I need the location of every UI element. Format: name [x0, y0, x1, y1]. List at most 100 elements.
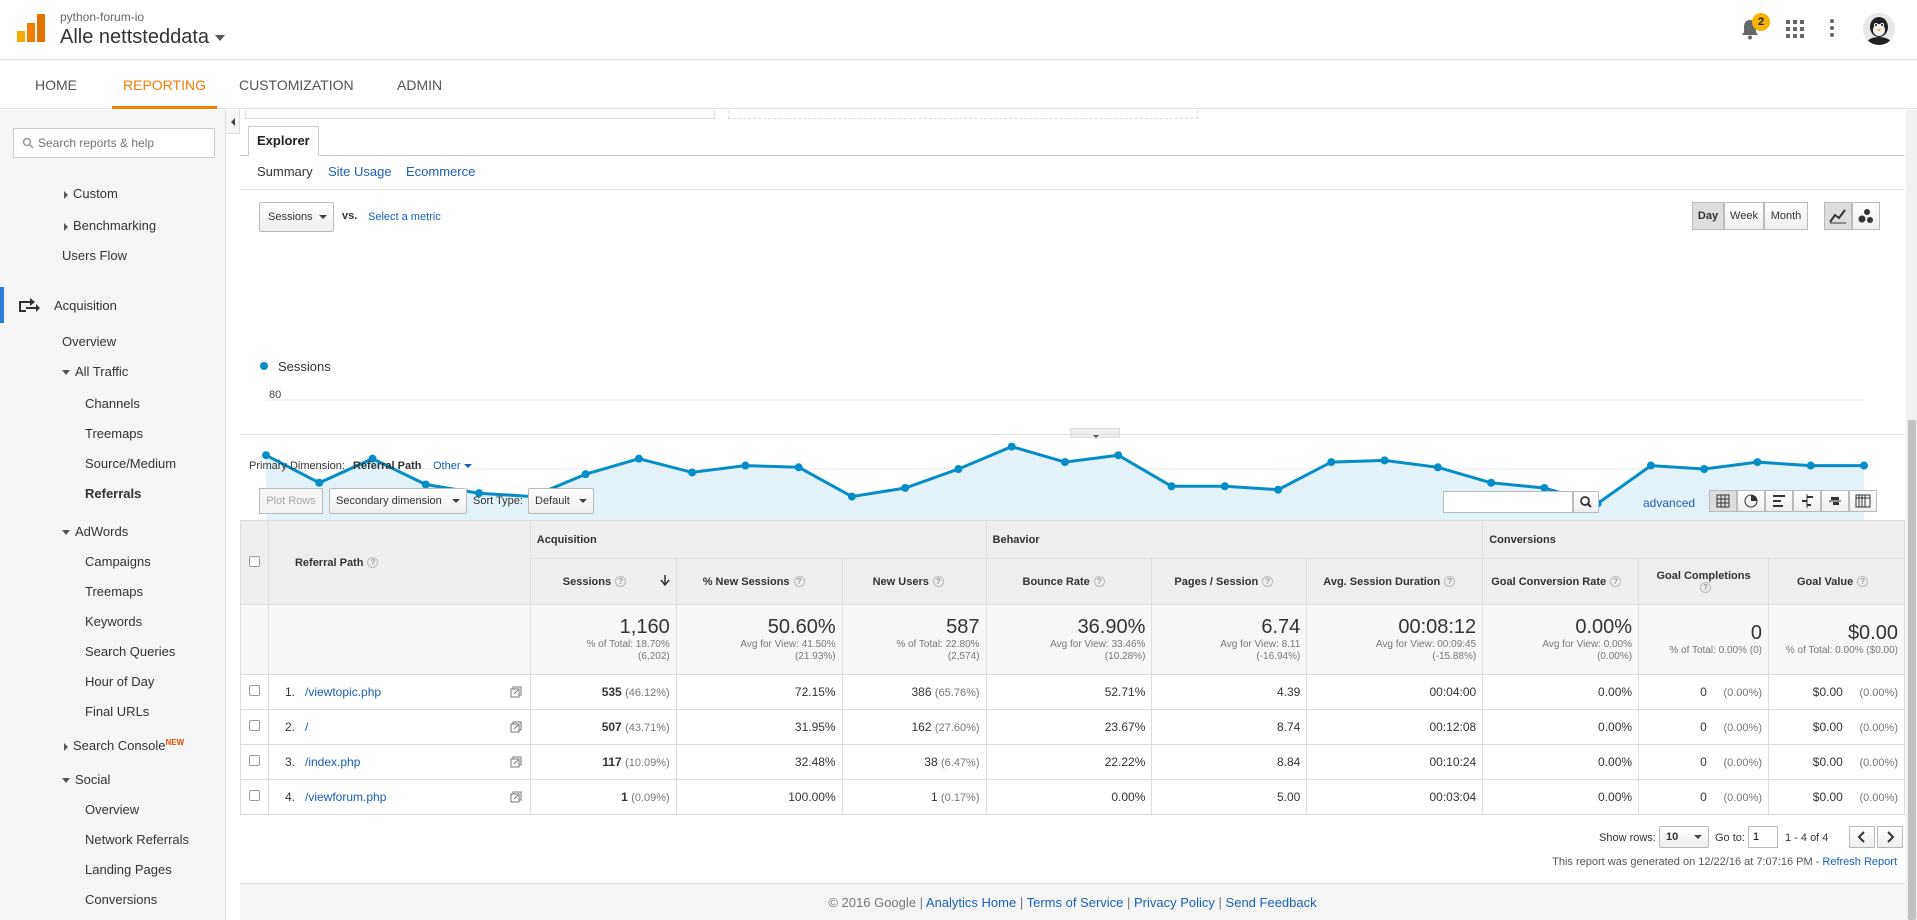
data-point[interactable]: [1007, 442, 1016, 451]
table-filter-input[interactable]: [1443, 491, 1573, 513]
sidebar-item-hour-of-day[interactable]: Hour of Day: [85, 674, 155, 689]
sidebar-item-source-medium[interactable]: Source/Medium: [85, 456, 177, 471]
data-point[interactable]: [954, 465, 963, 473]
help-icon[interactable]: ?: [1093, 576, 1105, 588]
data-point[interactable]: [581, 470, 590, 479]
sidebar-item-network-referrals[interactable]: Network Referrals: [85, 832, 190, 847]
subtab-ecommerce[interactable]: Ecommerce: [406, 164, 476, 179]
week-button[interactable]: Week: [1724, 202, 1764, 230]
row-checkbox[interactable]: [248, 790, 260, 801]
sidebar-item-channels[interactable]: Channels: [85, 396, 140, 411]
help-icon[interactable]: ?: [1444, 576, 1456, 588]
metric-select[interactable]: Sessions: [259, 202, 334, 232]
data-point[interactable]: [1274, 485, 1283, 494]
secondary-dimension-select[interactable]: Secondary dimension: [329, 488, 467, 514]
select-metric-link[interactable]: Select a metric: [368, 211, 441, 223]
row-checkbox[interactable]: [248, 720, 260, 731]
data-point[interactable]: [1487, 478, 1496, 487]
referral-path-link[interactable]: /viewforum.php: [305, 790, 387, 804]
view-comparison-button[interactable]: [1793, 490, 1821, 512]
data-point[interactable]: [368, 454, 377, 463]
column-header-goal-conversion-rate[interactable]: Goal Conversion Rate?: [1482, 558, 1640, 605]
analytics-home-link[interactable]: Analytics Home: [925, 895, 1017, 910]
data-point[interactable]: [1646, 461, 1655, 470]
subtab-summary[interactable]: Summary: [257, 164, 313, 179]
sidebar-item-benchmarking[interactable]: Benchmarking: [64, 218, 156, 233]
view-term-cloud-button[interactable]: [1821, 490, 1849, 512]
terms-link[interactable]: Terms of Service: [1026, 895, 1124, 910]
dimension-header[interactable]: Referral Path?: [267, 520, 531, 605]
help-icon[interactable]: ?: [1610, 576, 1622, 588]
sidebar-item-campaigns[interactable]: Campaigns: [85, 554, 151, 569]
plot-rows-button[interactable]: Plot Rows: [259, 488, 323, 514]
search-input[interactable]: [38, 129, 208, 157]
advanced-filter-link[interactable]: advanced: [1643, 496, 1696, 510]
help-icon[interactable]: ?: [1262, 576, 1274, 588]
analytics-logo-icon[interactable]: [17, 14, 45, 42]
sidebar-collapse-button[interactable]: [226, 110, 240, 134]
data-point[interactable]: [1220, 482, 1229, 491]
privacy-link[interactable]: Privacy Policy: [1134, 895, 1215, 910]
column-header-pages-session[interactable]: Pages / Session?: [1151, 558, 1308, 605]
column-header-sessions[interactable]: Sessions?: [529, 558, 677, 605]
data-point[interactable]: [794, 463, 803, 472]
data-point[interactable]: [847, 492, 856, 501]
data-point[interactable]: [901, 483, 910, 492]
column-header-goal-value[interactable]: Goal Value?: [1768, 558, 1905, 605]
table-filter-search-button[interactable]: [1573, 491, 1599, 513]
data-point[interactable]: [1380, 456, 1389, 465]
data-point[interactable]: [1753, 458, 1762, 467]
referral-path-link[interactable]: /index.php: [305, 755, 361, 769]
sidebar-item-acquisition[interactable]: Acquisition: [54, 298, 117, 313]
data-point[interactable]: [688, 468, 697, 477]
data-point[interactable]: [1061, 458, 1069, 467]
data-point[interactable]: [1433, 463, 1442, 472]
sidebar-item-landing-pages[interactable]: Landing Pages: [85, 862, 172, 877]
sidebar-item-users-flow[interactable]: Users Flow: [62, 248, 128, 263]
sidebar-item-final-urls[interactable]: Final URLs: [85, 704, 150, 719]
data-point[interactable]: [1114, 451, 1123, 460]
data-point[interactable]: [634, 454, 643, 463]
referral-path-link[interactable]: /viewtopic.php: [305, 685, 382, 699]
data-point[interactable]: [1700, 465, 1709, 473]
open-link-icon[interactable]: [510, 756, 522, 768]
help-icon[interactable]: ?: [367, 557, 379, 569]
next-page-button[interactable]: [1877, 826, 1903, 848]
data-point[interactable]: [741, 461, 750, 470]
sidebar-item-custom[interactable]: Custom: [64, 186, 118, 201]
column-header-avg-session-duration[interactable]: Avg. Session Duration?: [1306, 558, 1484, 605]
chart-resize-handle[interactable]: [1070, 428, 1120, 438]
data-point[interactable]: [1806, 461, 1815, 470]
line-chart-button[interactable]: [1824, 202, 1852, 230]
help-icon[interactable]: ?: [1700, 582, 1712, 594]
data-point[interactable]: [1860, 461, 1868, 470]
day-button[interactable]: Day: [1692, 202, 1724, 230]
referral-path-link[interactable]: /: [305, 720, 309, 734]
view-selector[interactable]: Alle nettsteddata: [60, 26, 225, 49]
sort-type-select[interactable]: Default: [528, 488, 594, 514]
sidebar-item-keywords[interactable]: Keywords: [85, 614, 143, 629]
avatar[interactable]: [1863, 13, 1895, 45]
row-checkbox[interactable]: [248, 685, 260, 696]
open-link-icon[interactable]: [510, 791, 522, 803]
sidebar-item-social[interactable]: Social: [62, 772, 110, 787]
sidebar-item-conversions[interactable]: Conversions: [85, 892, 158, 907]
other-dimension-dropdown[interactable]: Other: [433, 460, 472, 472]
refresh-report-link[interactable]: Refresh Report: [1822, 856, 1897, 868]
sidebar-item-treemaps-adwords[interactable]: Treemaps: [85, 584, 144, 599]
help-icon[interactable]: ?: [615, 576, 627, 588]
sidebar-item-overview[interactable]: Overview: [62, 334, 117, 349]
data-point[interactable]: [315, 478, 324, 487]
sidebar-item-adwords[interactable]: AdWords: [62, 524, 128, 539]
data-point[interactable]: [1540, 483, 1549, 492]
data-point[interactable]: [262, 451, 270, 460]
column-header-bounce-rate[interactable]: Bounce Rate?: [985, 558, 1153, 605]
row-checkbox[interactable]: [248, 755, 260, 766]
primary-dimension-value[interactable]: Referral Path: [353, 460, 422, 472]
help-icon[interactable]: ?: [932, 576, 944, 588]
view-bar-button[interactable]: [1765, 490, 1793, 512]
tab-customization[interactable]: CUSTOMIZATION: [239, 77, 354, 93]
sidebar-item-referrals[interactable]: Referrals: [85, 486, 142, 501]
sidebar-item-search-console[interactable]: Search ConsoleNEW: [64, 738, 184, 753]
data-point[interactable]: [421, 480, 430, 489]
